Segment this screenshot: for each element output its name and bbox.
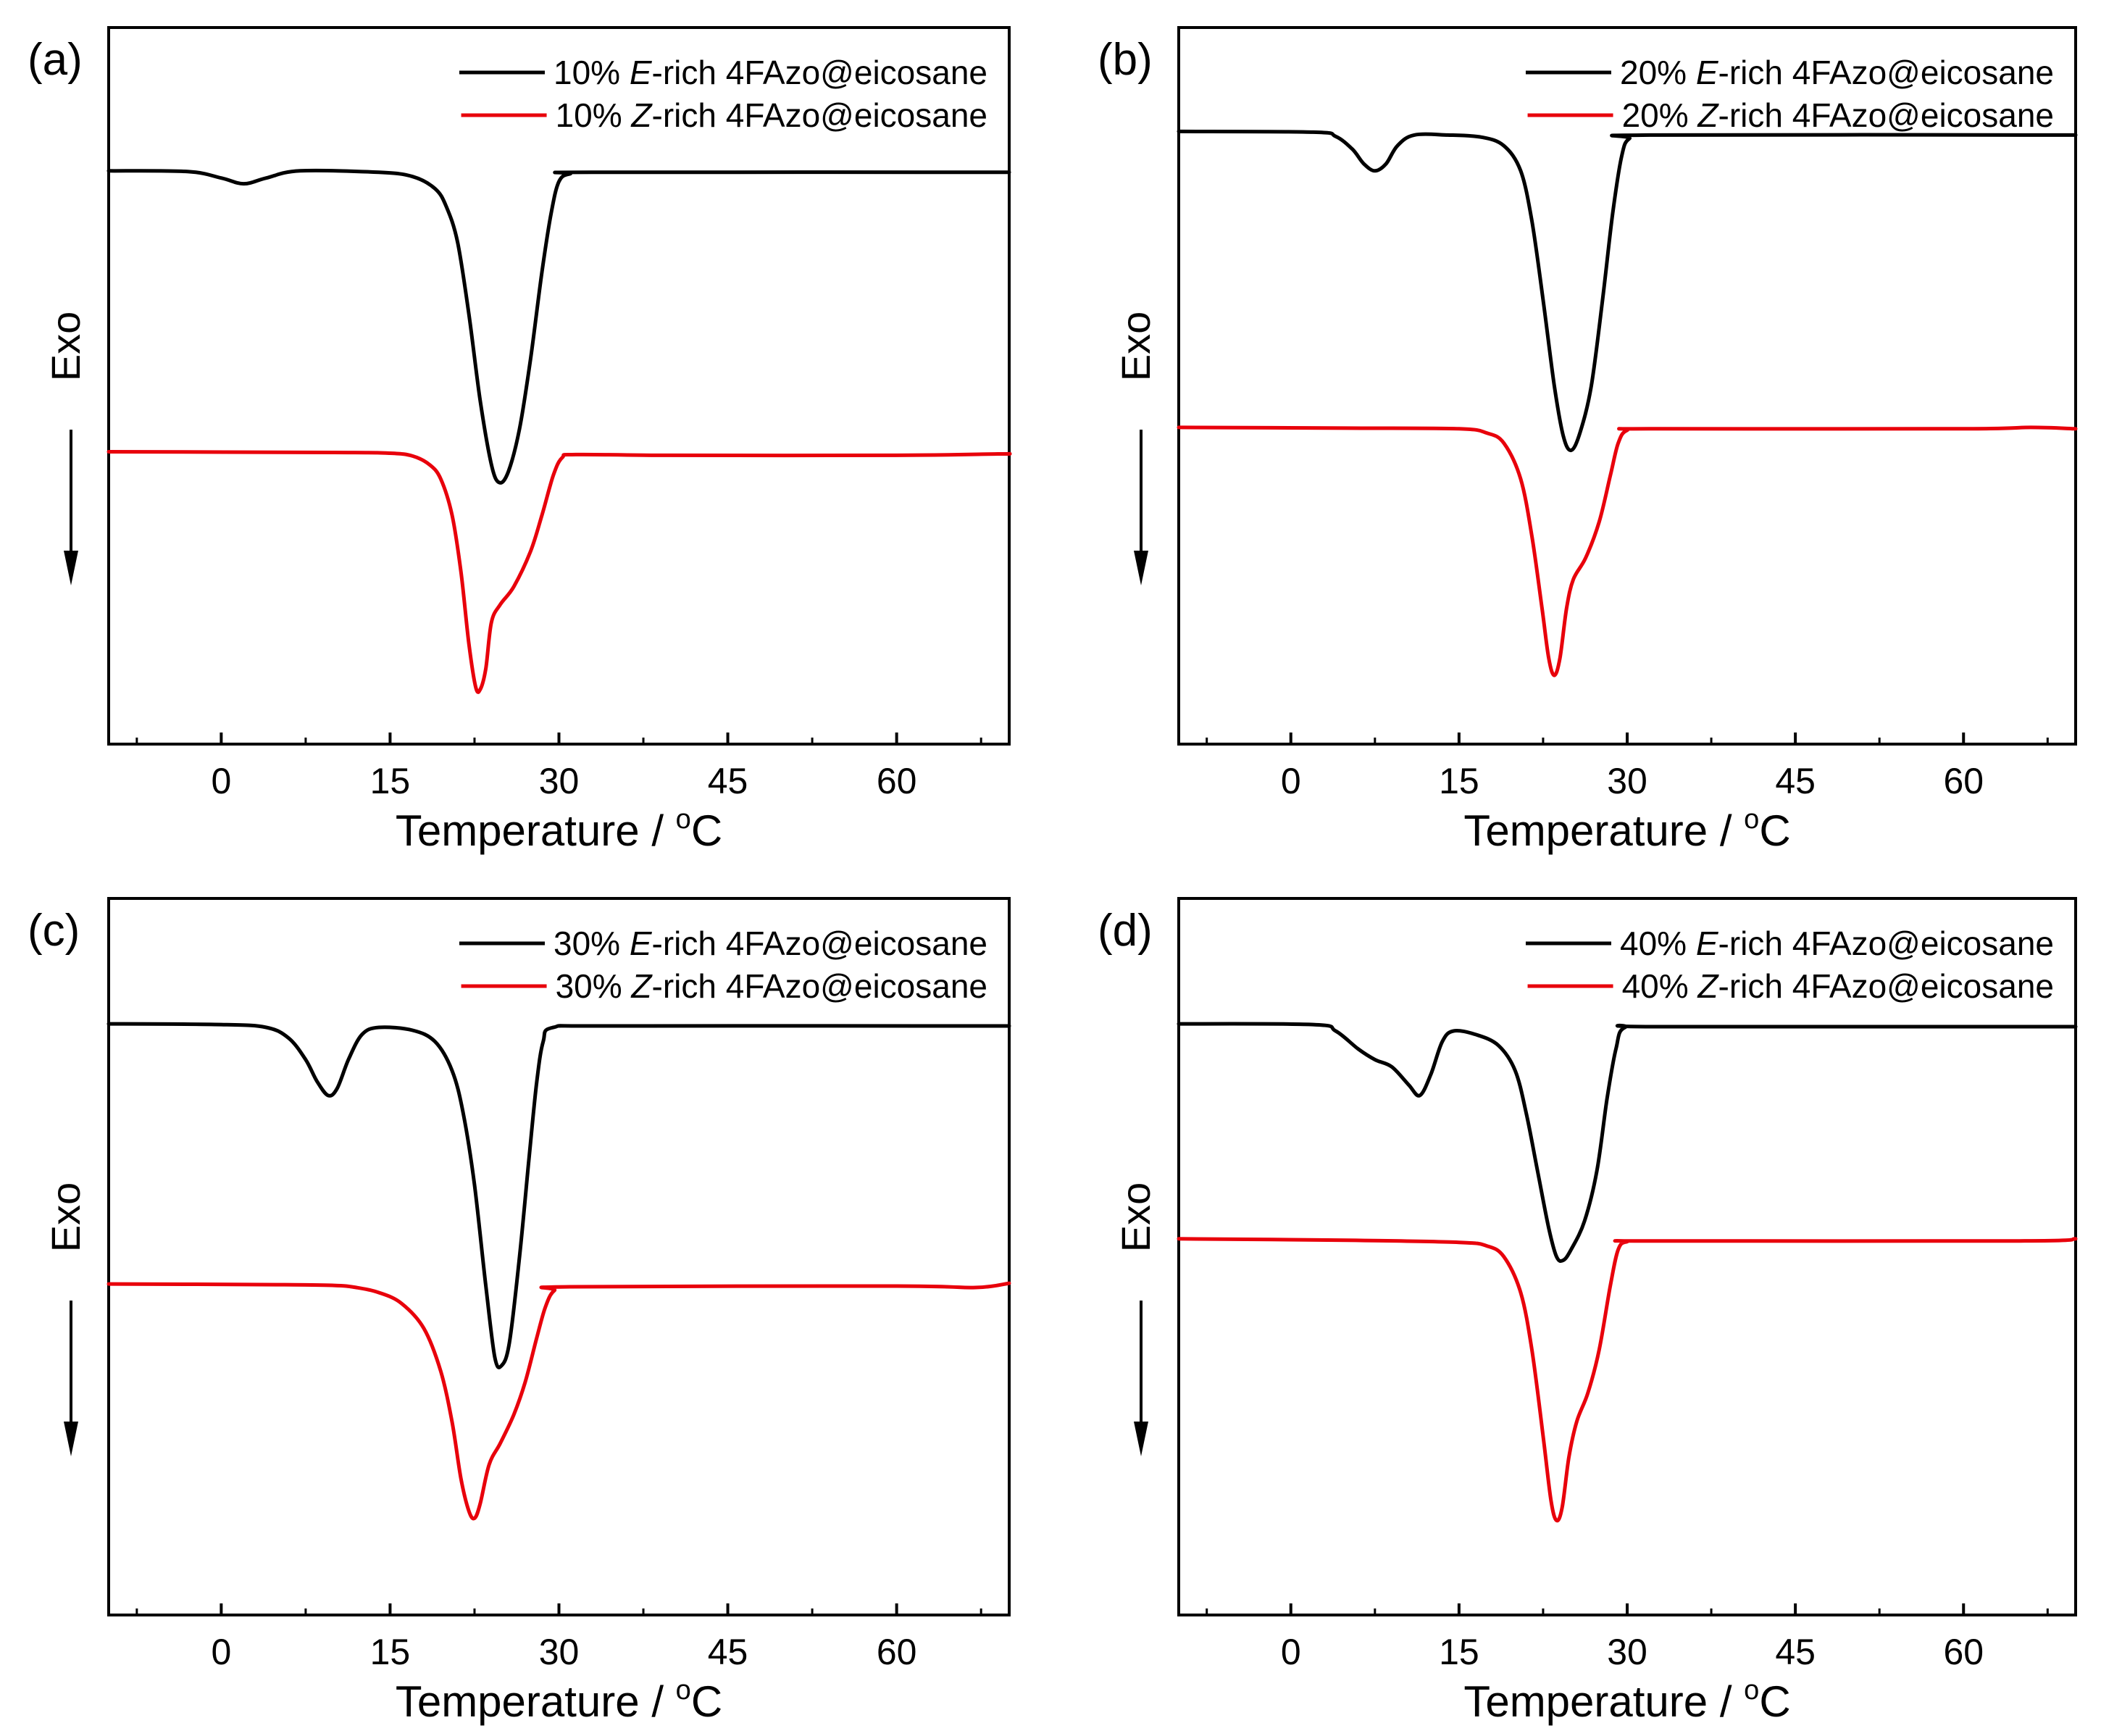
x-axis-unit: C xyxy=(691,806,722,855)
x-tick-label: 0 xyxy=(1281,1632,1301,1672)
x-tick-label: 60 xyxy=(1943,1632,1984,1672)
legend-isomer: E xyxy=(1696,54,1719,91)
x-tick-label: 45 xyxy=(708,761,748,801)
legend-prefix: 30% xyxy=(556,967,632,1005)
legend-label: 30% E-rich 4FAzo@eicosane xyxy=(554,925,987,962)
x-axis-title-text: Temperature / xyxy=(1463,806,1744,855)
panel-label: (c) xyxy=(28,906,80,956)
x-tick-label: 0 xyxy=(211,1632,231,1672)
series-line-e-rich xyxy=(106,168,1011,485)
x-tick-label: 60 xyxy=(877,1632,917,1672)
x-tick-label: 15 xyxy=(370,1632,411,1672)
down-arrow-icon xyxy=(64,430,78,585)
x-axis-unit-superscript: o xyxy=(676,1675,691,1706)
legend-label: 10% Z-rich 4FAzo@eicosane xyxy=(556,96,987,134)
x-tick-label: 30 xyxy=(1607,1632,1647,1672)
x-axis-unit-superscript: o xyxy=(1744,1675,1759,1706)
legend-isomer: Z xyxy=(1697,967,1719,1005)
series-line-e-rich xyxy=(1177,1022,2078,1264)
plot-frame xyxy=(1177,897,2077,1616)
legend-prefix: 20% xyxy=(1622,96,1698,134)
x-axis-title: Temperature / oC xyxy=(1463,804,1790,855)
y-axis-label: Exo xyxy=(43,312,88,382)
legend-isomer: Z xyxy=(630,967,653,1005)
y-axis-label: Exo xyxy=(1113,312,1158,382)
x-tick-label: 30 xyxy=(539,1632,580,1672)
legend-isomer: E xyxy=(630,925,653,962)
legend-suffix: -rich 4FAzo@eicosane xyxy=(652,967,987,1005)
x-axis-title: Temperature / oC xyxy=(1463,1675,1790,1726)
series-line-z-rich xyxy=(1177,1237,2078,1523)
legend-prefix: 30% xyxy=(554,925,630,962)
panel-label: (d) xyxy=(1098,906,1153,956)
legend-isomer: Z xyxy=(630,96,653,134)
x-axis-title-text: Temperature / xyxy=(396,806,676,855)
x-tick-label: 45 xyxy=(708,1632,748,1672)
x-tick-label: 15 xyxy=(1439,761,1479,801)
legend-label: 10% E-rich 4FAzo@eicosane xyxy=(554,54,987,91)
legend-prefix: 40% xyxy=(1622,967,1698,1005)
y-axis-label: Exo xyxy=(43,1182,88,1253)
series-line-z-rich xyxy=(1177,425,2078,677)
x-tick-label: 30 xyxy=(1607,761,1647,801)
series-line-e-rich xyxy=(106,1022,1011,1369)
x-axis-title: Temperature / oC xyxy=(396,1675,722,1726)
down-arrow-icon xyxy=(1134,430,1148,585)
x-tick-label: 45 xyxy=(1775,761,1816,801)
panel-label: (b) xyxy=(1098,35,1153,85)
x-axis-title: Temperature / oC xyxy=(396,804,722,855)
legend-suffix: -rich 4FAzo@eicosane xyxy=(1718,925,2054,962)
plot-frame xyxy=(107,897,1011,1616)
legend-label: 20% E-rich 4FAzo@eicosane xyxy=(1620,54,2054,91)
x-axis-unit-superscript: o xyxy=(1744,804,1759,835)
legend-isomer: E xyxy=(1696,925,1719,962)
x-tick-label: 0 xyxy=(211,761,231,801)
legend-isomer: Z xyxy=(1697,96,1719,134)
down-arrow-icon xyxy=(1134,1301,1148,1456)
legend-suffix: -rich 4FAzo@eicosane xyxy=(652,96,987,134)
x-tick-label: 15 xyxy=(1439,1632,1479,1672)
x-axis-title-text: Temperature / xyxy=(1463,1677,1744,1726)
x-axis-title-text: Temperature / xyxy=(396,1677,676,1726)
x-axis-unit-superscript: o xyxy=(676,804,691,835)
x-tick-label: 0 xyxy=(1281,761,1301,801)
x-tick-label: 45 xyxy=(1775,1632,1816,1672)
legend-suffix: -rich 4FAzo@eicosane xyxy=(1718,96,2054,134)
legend-suffix: -rich 4FAzo@eicosane xyxy=(652,54,987,91)
series-line-z-rich xyxy=(106,450,1012,694)
legend-label: 20% Z-rich 4FAzo@eicosane xyxy=(1622,96,2054,134)
legend-suffix: -rich 4FAzo@eicosane xyxy=(1718,54,2054,91)
legend-suffix: -rich 4FAzo@eicosane xyxy=(1718,967,2054,1005)
legend-label: 40% E-rich 4FAzo@eicosane xyxy=(1620,925,2054,962)
x-axis-unit: C xyxy=(1759,806,1790,855)
legend-label: 30% Z-rich 4FAzo@eicosane xyxy=(556,967,987,1005)
x-tick-label: 60 xyxy=(877,761,917,801)
x-axis-unit: C xyxy=(1759,1677,1790,1726)
legend-prefix: 20% xyxy=(1620,54,1696,91)
x-tick-label: 30 xyxy=(539,761,580,801)
x-tick-label: 60 xyxy=(1943,761,1984,801)
down-arrow-icon xyxy=(64,1301,78,1456)
legend-prefix: 10% xyxy=(556,96,632,134)
legend-suffix: -rich 4FAzo@eicosane xyxy=(652,925,987,962)
y-axis-label: Exo xyxy=(1113,1182,1158,1253)
legend-isomer: E xyxy=(630,54,653,91)
legend-label: 40% Z-rich 4FAzo@eicosane xyxy=(1622,967,2054,1005)
series-line-e-rich xyxy=(1177,129,2078,453)
legend-prefix: 10% xyxy=(554,54,630,91)
legend-prefix: 40% xyxy=(1620,925,1696,962)
x-axis-unit: C xyxy=(691,1677,722,1726)
series-line-z-rich xyxy=(106,1281,1011,1521)
plot-frame xyxy=(107,26,1011,746)
panel-label: (a) xyxy=(28,35,83,85)
x-tick-label: 15 xyxy=(370,761,411,801)
